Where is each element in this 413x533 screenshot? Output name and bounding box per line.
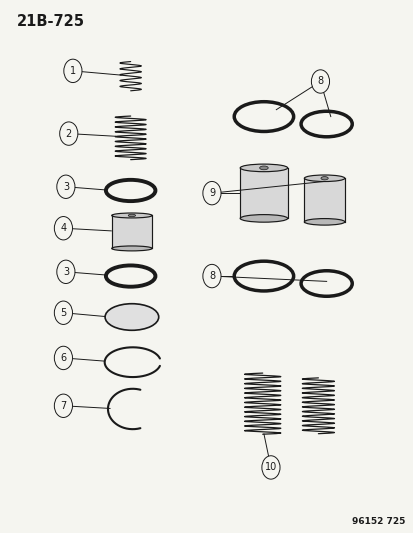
Text: 9: 9: [209, 188, 214, 198]
Circle shape: [54, 216, 72, 240]
Circle shape: [54, 301, 72, 325]
Text: 3: 3: [63, 182, 69, 192]
Text: 2: 2: [66, 128, 72, 139]
Text: 10: 10: [264, 463, 276, 472]
Ellipse shape: [240, 164, 287, 172]
Text: 5: 5: [60, 308, 66, 318]
Bar: [240, 168, 287, 219]
Ellipse shape: [112, 246, 152, 251]
Circle shape: [54, 394, 72, 417]
Text: 3: 3: [63, 267, 69, 277]
Circle shape: [202, 181, 221, 205]
Ellipse shape: [304, 219, 344, 225]
Circle shape: [311, 70, 329, 93]
Circle shape: [57, 175, 75, 198]
Circle shape: [54, 346, 72, 369]
Circle shape: [64, 59, 82, 83]
Circle shape: [59, 122, 78, 146]
Text: 8: 8: [209, 271, 214, 281]
Text: 96152 725: 96152 725: [351, 517, 404, 526]
Text: 8: 8: [317, 77, 323, 86]
Text: 7: 7: [60, 401, 66, 411]
Ellipse shape: [259, 166, 268, 170]
Ellipse shape: [105, 304, 158, 330]
Ellipse shape: [128, 214, 135, 217]
Ellipse shape: [112, 213, 152, 218]
Bar: [112, 215, 152, 248]
Text: 6: 6: [60, 353, 66, 363]
Ellipse shape: [240, 215, 287, 222]
Circle shape: [57, 260, 75, 284]
Circle shape: [202, 264, 221, 288]
Text: 4: 4: [60, 223, 66, 233]
Ellipse shape: [320, 176, 328, 180]
Bar: [304, 178, 344, 222]
Ellipse shape: [304, 175, 344, 182]
Text: 21B-725: 21B-725: [17, 14, 85, 29]
Text: 1: 1: [70, 66, 76, 76]
Circle shape: [261, 456, 279, 479]
